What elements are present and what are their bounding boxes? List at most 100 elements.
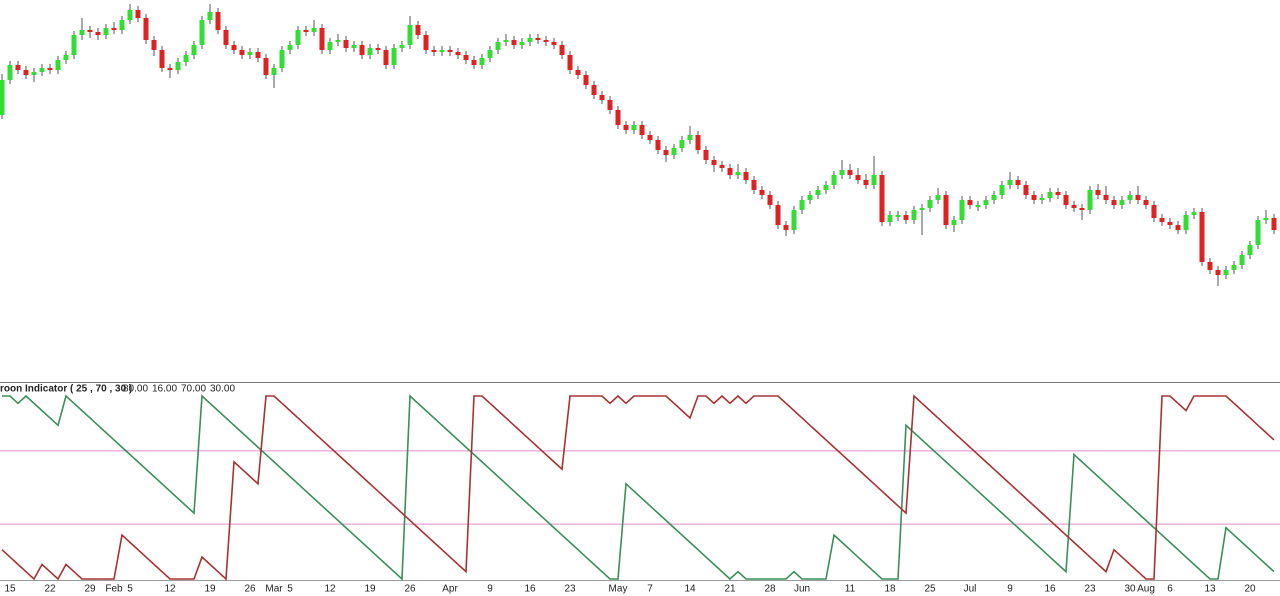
candle-body: [327, 42, 333, 50]
x-tick-label: 23: [564, 584, 576, 595]
candle-body: [471, 60, 477, 65]
candle-body: [1119, 200, 1125, 205]
candle-body: [1231, 265, 1237, 270]
candle-body: [1079, 208, 1085, 210]
candle-body: [287, 45, 293, 50]
candle-body: [23, 70, 29, 75]
candle-body: [375, 48, 381, 50]
x-tick-label: 30: [1124, 584, 1136, 595]
candle-body: [55, 60, 61, 70]
candle-body: [863, 180, 869, 185]
candle-body: [559, 45, 565, 55]
candle-body: [1151, 205, 1157, 218]
readout-value: 80.00: [123, 384, 148, 395]
candle-body: [399, 45, 405, 48]
candle-body: [615, 110, 621, 125]
x-tick-label: 26: [404, 584, 416, 595]
candle-body: [95, 32, 101, 35]
candle-body: [215, 12, 221, 30]
candle-body: [1055, 192, 1061, 195]
candle-body: [791, 210, 797, 230]
candle-body: [455, 52, 461, 55]
candle-body: [591, 85, 597, 95]
x-tick-label: 21: [724, 584, 736, 595]
candle-body: [71, 35, 77, 55]
candle-body: [1047, 192, 1053, 198]
x-tick-label: 6: [1167, 584, 1173, 595]
candle-body: [567, 55, 573, 70]
x-tick-label: May: [609, 584, 628, 595]
candle-body: [679, 140, 685, 148]
candle-body: [583, 75, 589, 85]
candle-body: [303, 30, 309, 32]
candle-body: [335, 40, 341, 42]
candle-body: [343, 40, 349, 48]
candle-body: [199, 20, 205, 45]
candle-body: [263, 58, 269, 75]
candle-body: [223, 30, 229, 45]
candle-body: [311, 28, 317, 32]
candle-body: [719, 165, 725, 168]
candle-body: [151, 40, 157, 50]
candle-body: [895, 215, 901, 217]
candle-body: [1103, 195, 1109, 200]
candle-body: [103, 28, 109, 35]
candle-body: [175, 62, 181, 70]
candle-body: [1143, 200, 1149, 205]
x-tick-label: 12: [164, 584, 176, 595]
x-tick-label: 5: [287, 584, 293, 595]
candle-body: [807, 195, 813, 200]
x-tick-label: 29: [84, 584, 96, 595]
level-label: 70.00: [181, 384, 206, 395]
candle-body: [1255, 220, 1261, 245]
candle-body: [1191, 212, 1197, 215]
candle-body: [847, 170, 853, 175]
candle-body: [871, 175, 877, 185]
x-tick-label: 9: [1007, 584, 1013, 595]
x-tick-label: Apr: [442, 584, 458, 595]
candle-body: [735, 172, 741, 175]
candle-body: [383, 50, 389, 65]
candle-body: [831, 175, 837, 185]
candle-body: [1087, 190, 1093, 210]
candle-body: [687, 135, 693, 140]
x-tick-label: Aug: [1137, 584, 1155, 595]
candle-body: [1207, 262, 1213, 270]
candle-body: [695, 135, 701, 150]
x-tick-label: Jun: [794, 584, 810, 595]
candle-body: [255, 52, 261, 58]
candle-body: [527, 38, 533, 42]
candle-body: [959, 200, 965, 220]
x-tick-label: Mar: [265, 584, 283, 595]
candle-body: [463, 55, 469, 60]
x-tick-label: 22: [44, 584, 56, 595]
x-tick-label: 16: [1044, 584, 1056, 595]
candle-body: [967, 200, 973, 205]
candle-body: [607, 100, 613, 110]
candle-body: [167, 68, 173, 70]
candle-body: [407, 25, 413, 45]
candle-body: [127, 10, 133, 20]
candle-body: [767, 195, 773, 205]
x-tick-label: 11: [845, 584, 856, 595]
x-tick-label: 26: [244, 584, 256, 595]
candle-body: [1247, 245, 1253, 255]
x-tick-label: 14: [684, 584, 696, 595]
x-tick-label: 18: [884, 584, 896, 595]
aroon-line: [1, 394, 1275, 581]
candle-body: [919, 208, 925, 210]
x-tick-label: 19: [204, 584, 216, 595]
candle-body: [1111, 200, 1117, 205]
candle-body: [1095, 190, 1101, 195]
indicator-title: roon Indicator ( 25 , 70 , 30 ): [0, 384, 132, 395]
candle-body: [1159, 218, 1165, 222]
candle-body: [743, 172, 749, 180]
candle-body: [951, 220, 957, 225]
candle-body: [439, 50, 445, 52]
candle-body: [575, 70, 581, 75]
candle-body: [839, 170, 845, 175]
candle-body: [423, 35, 429, 50]
candle-body: [1031, 195, 1037, 200]
